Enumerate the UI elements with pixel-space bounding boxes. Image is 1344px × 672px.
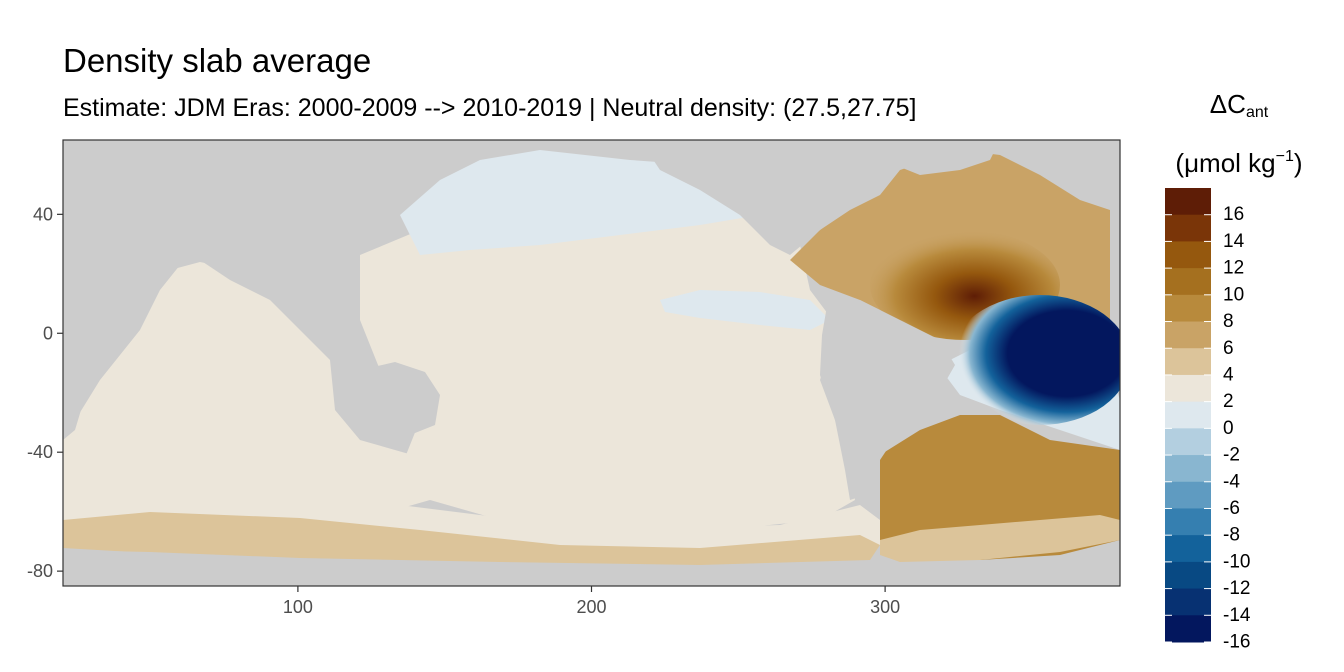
land-north-america — [640, 140, 880, 255]
legend-color-bin — [1165, 188, 1211, 216]
y-tick-label: 0 — [43, 323, 53, 343]
legend-label: -8 — [1223, 525, 1240, 546]
legend-label: -2 — [1223, 445, 1240, 466]
ocean-pacific — [360, 180, 855, 535]
legend-label: 8 — [1223, 311, 1234, 332]
land-greenland — [885, 140, 1000, 175]
ocean-south-atlantic-band — [880, 515, 1120, 562]
legend-label: 0 — [1223, 418, 1234, 439]
ocean-southern-margin — [63, 512, 880, 565]
chart-title: Density slab average — [63, 42, 372, 79]
legend-label: 10 — [1223, 284, 1244, 305]
x-tick-label: 200 — [576, 597, 606, 617]
legend-color-bin — [1165, 374, 1211, 403]
legend-color-bin — [1165, 294, 1211, 323]
legend-color-bin — [1165, 348, 1211, 376]
legend-label: -6 — [1223, 498, 1240, 519]
legend-title-unit: (μmol kg−1) — [1175, 148, 1303, 178]
legend-label: 16 — [1223, 204, 1244, 225]
legend-color-bin — [1165, 535, 1211, 563]
legend-label: -14 — [1223, 605, 1251, 626]
ocean-tropical-atlantic-anomaly — [950, 295, 1120, 425]
ocean-east-tropical-pacific — [660, 290, 830, 330]
legend-title: ΔCant (μmol kg−1) — [1154, 82, 1324, 185]
ocean-indian — [63, 260, 430, 520]
legend-label: 12 — [1223, 258, 1244, 279]
legend-color-bin — [1165, 241, 1211, 269]
chart-subtitle: Estimate: JDM Eras: 2000-2009 --> 2010-2… — [63, 94, 917, 122]
legend-color-bin — [1165, 508, 1211, 536]
land-antarctica — [63, 548, 1120, 586]
legend-color-bin — [1165, 615, 1211, 643]
land-australia — [335, 362, 440, 435]
x-tick-label: 100 — [283, 597, 313, 617]
legend-title-quantity: ΔCant — [1209, 89, 1269, 121]
legend-color-bin — [1165, 561, 1211, 590]
legend-color-bin — [1165, 268, 1211, 296]
legend-color-bin — [1165, 321, 1211, 349]
y-tick-label: -80 — [27, 561, 53, 581]
y-tick-label: 40 — [33, 204, 53, 224]
legend-colorbar: 16 14 12 10 8 6 4 2 0 -2 -4 -6 -8 -10 -12 -14 -16 — [1165, 188, 1251, 653]
legend-label: 4 — [1223, 364, 1234, 385]
map-panel — [63, 140, 1120, 586]
legend-label: 14 — [1223, 231, 1245, 252]
land-south-america — [820, 300, 955, 500]
legend-color-bin — [1165, 401, 1211, 429]
legend-color-bin — [1165, 214, 1211, 242]
x-tick-label: 300 — [870, 597, 900, 617]
legend-label: 2 — [1223, 391, 1234, 412]
legend-label: 6 — [1223, 338, 1234, 359]
legend-label: -12 — [1223, 578, 1250, 599]
y-tick-label: -40 — [27, 442, 53, 462]
legend-color-bin — [1165, 588, 1211, 616]
legend-label: -16 — [1223, 632, 1250, 653]
ocean-north-pacific — [400, 150, 760, 255]
legend-color-bin — [1165, 428, 1211, 456]
legend-label: -10 — [1223, 551, 1250, 572]
land-eurasia-east — [1050, 140, 1120, 210]
legend-color-bin — [1165, 455, 1211, 483]
land-africa-europe — [63, 140, 420, 440]
legend-color-bin — [1165, 481, 1211, 509]
legend-label: -4 — [1223, 471, 1240, 492]
